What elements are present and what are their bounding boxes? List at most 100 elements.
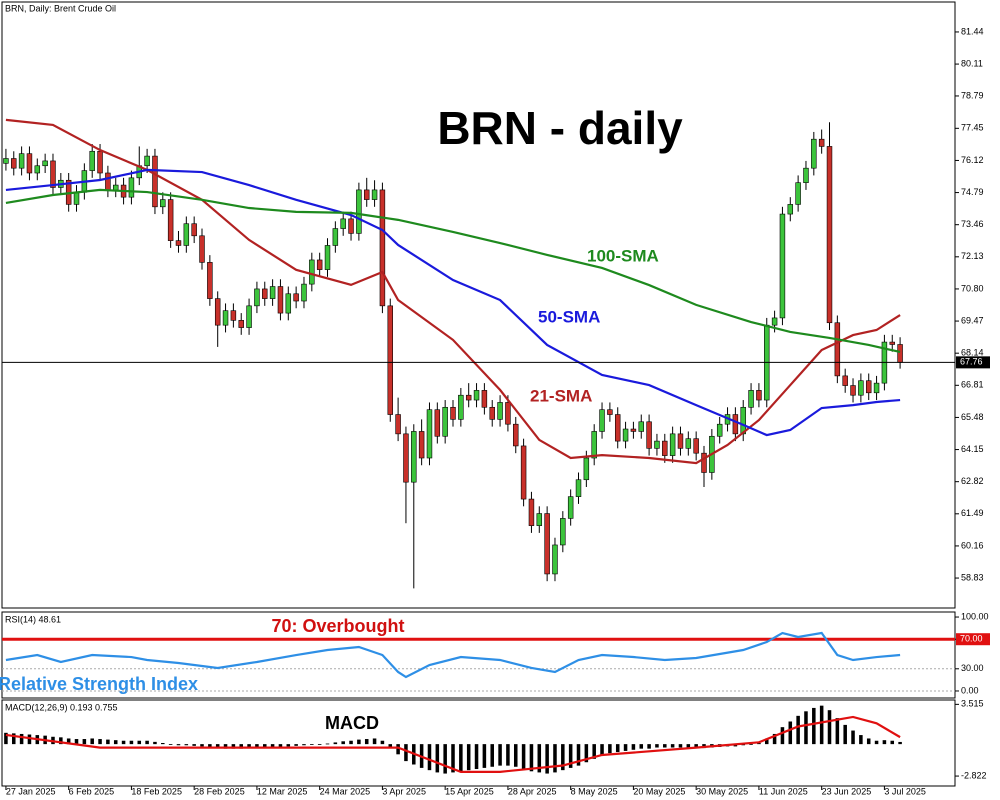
macd-panel [1, 699, 956, 787]
y-tick-label: 66.81 [961, 380, 984, 390]
macd-bar [576, 744, 581, 766]
y-tick-label: 62.82 [961, 476, 984, 486]
y-tick-label: 70.80 [961, 283, 984, 293]
candle-body [630, 428, 637, 432]
candle-body [89, 150, 95, 171]
macd-bar [655, 744, 659, 748]
macd-bar [341, 741, 345, 745]
macd-bar [168, 744, 173, 745]
y-tick-label: 69.47 [961, 315, 984, 325]
macd-bar [161, 743, 165, 745]
candle-body [591, 431, 597, 459]
candle-body [167, 199, 174, 241]
macd-bar [874, 740, 879, 745]
candle-body [340, 218, 346, 229]
macd-bar [568, 744, 573, 768]
candle-body [795, 182, 801, 205]
macd-bar [278, 744, 283, 747]
macd-bar [490, 744, 494, 767]
candle-body [677, 433, 684, 449]
macd-bar [215, 744, 220, 749]
candle-body [450, 406, 456, 420]
macd-bar [113, 740, 118, 745]
x-tick-label: 3 Apr 2025 [382, 786, 426, 796]
candle-body [152, 155, 158, 208]
candle-body [520, 445, 527, 500]
macd-bar [459, 744, 463, 772]
macd-bar [749, 744, 753, 745]
candle-body [97, 150, 103, 174]
y-tick-label: 73.46 [961, 219, 984, 229]
candle-body [199, 235, 205, 263]
candle-body [873, 382, 880, 394]
macd-bar [890, 740, 895, 745]
candle-body [685, 438, 692, 449]
candle-body [748, 390, 754, 408]
candle-body [528, 498, 535, 526]
candle-body [465, 394, 472, 401]
candle-body [897, 344, 903, 363]
macd-bar [859, 735, 863, 745]
macd-bar [482, 744, 487, 768]
candle-body [458, 394, 464, 420]
x-tick-label: 6 Feb 2025 [69, 786, 115, 796]
candle-body [513, 423, 519, 447]
macd-bar [388, 744, 393, 748]
y-tick-label: 64.15 [961, 444, 984, 454]
candle-body [567, 496, 574, 519]
candle-body [701, 452, 707, 473]
macd-bar [153, 741, 157, 745]
y-tick-label: 76.12 [961, 155, 984, 165]
macd-bar [443, 744, 447, 774]
candle-body [105, 172, 111, 191]
macd-bar [474, 744, 479, 770]
sma-label: 21-SMA [530, 386, 592, 405]
candle-body [363, 189, 370, 200]
candle-body [371, 189, 378, 200]
macd-bar [851, 730, 855, 745]
x-tick-label: 28 Apr 2025 [508, 786, 557, 796]
last-price-label: 67.76 [960, 357, 983, 367]
y-tick-label: 100.00 [961, 611, 989, 621]
x-tick-label: 23 Jun 2025 [822, 786, 872, 796]
macd-bar [686, 744, 691, 748]
last-price-box [956, 356, 990, 369]
chart-title: BRN, Daily: Brent Crude Oil [5, 3, 116, 13]
macd-bar [317, 744, 322, 745]
macd-bar [843, 724, 847, 745]
macd-bar [270, 744, 275, 747]
candle-body [771, 317, 778, 326]
candle-body [42, 160, 48, 167]
macd-bar [506, 744, 510, 766]
candle-body [379, 189, 386, 307]
candle-body [811, 138, 817, 169]
macd-bar [678, 744, 683, 748]
candle-body [803, 167, 809, 183]
sma-label: 50-SMA [538, 307, 600, 326]
macd-bar [121, 740, 126, 745]
x-tick-label: 8 May 2025 [571, 786, 618, 796]
macd-bar [302, 744, 306, 746]
macd-bar [670, 744, 675, 748]
macd-bar [835, 718, 840, 745]
rsi-title: RSI(14) 48.61 [5, 614, 61, 624]
macd-bar [600, 744, 604, 756]
macd-bar [223, 744, 228, 749]
macd-bar [404, 744, 408, 762]
candle-body [544, 513, 550, 575]
y-tick-label: -2.822 [961, 770, 987, 780]
sma-line [5, 188, 901, 354]
candle-body [818, 138, 825, 147]
candle-body [207, 262, 213, 299]
candle-body [387, 305, 393, 415]
macd-bar [898, 741, 902, 745]
macd-bar [208, 744, 212, 748]
macd-bar [772, 733, 777, 745]
x-tick-label: 3 Jul 2025 [884, 786, 926, 796]
candle-body [3, 158, 9, 164]
macd-bar [59, 737, 63, 745]
macd-bar [294, 744, 298, 746]
y-tick-label: 78.79 [961, 90, 984, 100]
macd-bar [176, 744, 181, 746]
